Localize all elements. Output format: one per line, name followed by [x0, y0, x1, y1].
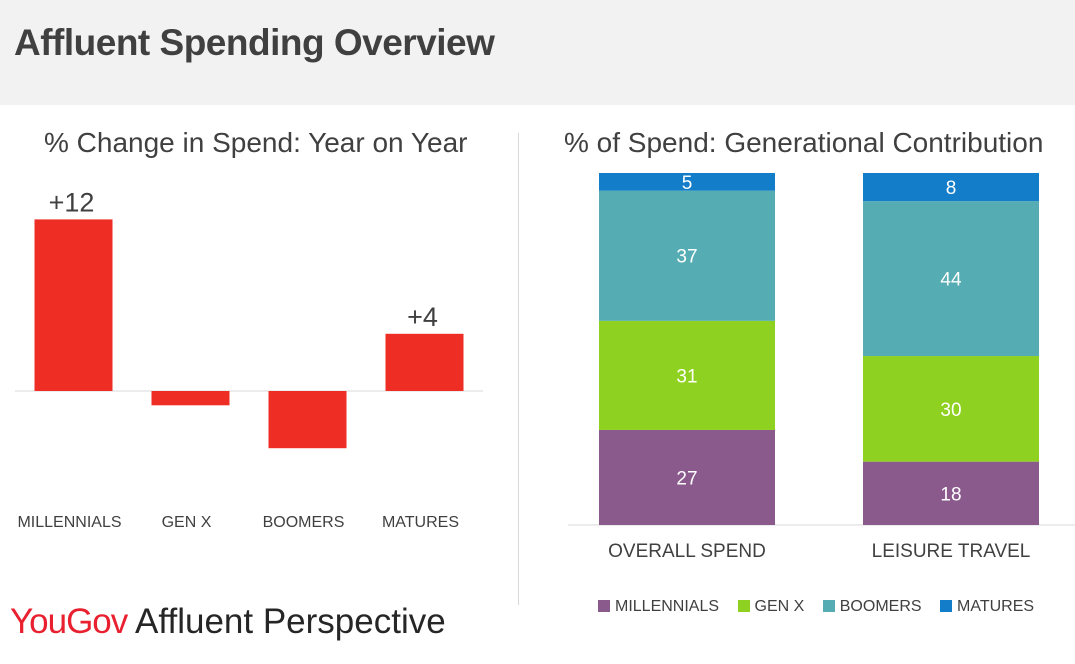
panel-divider	[518, 133, 519, 605]
segment-value: 27	[676, 468, 697, 489]
bar-gen-x	[151, 391, 230, 406]
legend-swatch	[737, 600, 750, 612]
segment-matures	[599, 173, 775, 191]
brand-subtitle: Affluent Perspective	[127, 602, 446, 641]
chart-title-contribution: % of Spend: Generational Contribution	[564, 127, 1044, 158]
legend-item-boomers: BOOMERS	[822, 598, 922, 616]
category-label: MATURES	[382, 514, 459, 531]
chart-title-yoy: % Change in Spend: Year on Year	[44, 127, 468, 158]
segment-value: 44	[940, 270, 962, 291]
category-label: GEN X	[162, 514, 212, 531]
brand-logo: YouGov Affluent Perspective	[10, 600, 446, 644]
segment-value: 37	[676, 247, 697, 268]
category-label: OVERALL SPEND	[608, 541, 766, 562]
contribution-stacked-chart: 27 31 37 5 OVERALL SPEND 18 30 44 8 LEISURE TRAVE…	[568, 173, 1075, 562]
segment-value: 30	[940, 400, 961, 421]
legend-item-matures: MATURES	[940, 598, 1034, 616]
legend: MILLENNIALS GEN X BOOMERS MATURES	[598, 598, 1048, 616]
legend-label: MILLENNIALS	[615, 598, 720, 615]
bar-millennials	[34, 219, 113, 391]
yoy-bar-chart: +12 MILLENNIALS GEN X BOOMERS +4 MATURES	[15, 187, 483, 531]
header-bar	[0, 0, 1075, 105]
bar-boomers	[268, 391, 347, 449]
legend-swatch	[940, 600, 952, 612]
legend-label: BOOMERS	[839, 598, 922, 615]
data-label: +4	[407, 302, 438, 332]
brand-gov: Gov	[66, 602, 128, 641]
segment-gen-x	[863, 356, 1039, 462]
category-label: BOOMERS	[263, 514, 345, 531]
segment-millennials	[599, 429, 775, 525]
legend-swatch	[822, 600, 835, 612]
legend-label: MATURES	[957, 598, 1035, 615]
legend-item-millennials: MILLENNIALS	[598, 598, 719, 616]
legend-swatch	[598, 600, 610, 612]
stack-overall-spend: 27 31 37 5	[599, 173, 775, 525]
page-title: Affluent Spending Overview	[14, 22, 495, 63]
bar-matures	[385, 333, 464, 391]
segment-boomers	[599, 190, 775, 321]
segment-value: 31	[676, 366, 697, 387]
segment-gen-x	[599, 320, 775, 430]
segment-millennials	[863, 461, 1039, 525]
segment-boomers	[863, 201, 1039, 357]
category-label: MILLENNIALS	[17, 514, 121, 531]
data-label: +12	[49, 187, 95, 217]
bottom-margin	[0, 644, 1075, 664]
category-label: LEISURE TRAVEL	[872, 541, 1031, 562]
segment-value: 18	[940, 484, 961, 505]
segment-value: 8	[946, 178, 957, 199]
legend-label: GEN X	[754, 598, 805, 615]
brand-you: You	[10, 602, 67, 641]
segment-matures	[863, 173, 1039, 202]
legend-item-genx: GEN X	[737, 598, 805, 616]
segment-value: 5	[682, 173, 693, 194]
stack-leisure-travel: 18 30 44 8	[863, 173, 1039, 525]
